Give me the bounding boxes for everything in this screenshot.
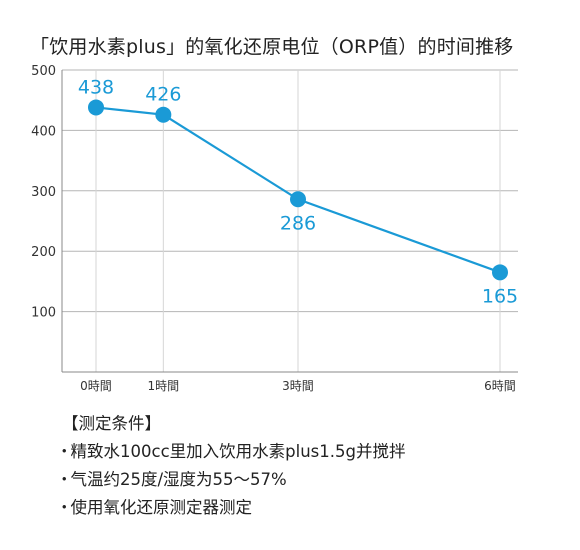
data-point <box>290 191 306 208</box>
y-tick-label: 300 <box>31 185 56 200</box>
y-tick-label: 500 <box>31 64 56 79</box>
conditions-heading: 【测定条件】 <box>62 414 161 433</box>
data-point <box>155 106 172 123</box>
condition-item: 气温约25度/湿度为55～57% <box>62 466 405 494</box>
series-line <box>95 106 501 274</box>
condition-item: 使用氧化还原测定器测定 <box>62 494 405 522</box>
x-tick-label: 0時間 <box>80 379 112 393</box>
y-tick-label: 400 <box>31 124 56 139</box>
data-label: 165 <box>482 285 518 307</box>
condition-item: 精致水100cc里加入饮用水素plus1.5g并搅拌 <box>62 438 406 466</box>
orp-line-chart: 100 200 300 400 500 0時間 1時間 3時間 6時間 438 426 286 165 <box>31 64 518 393</box>
data-label: 426 <box>145 84 181 106</box>
data-label: 438 <box>78 76 114 98</box>
x-tick-label: 6時間 <box>484 379 516 393</box>
data-label: 286 <box>280 212 316 234</box>
y-tick-label: 100 <box>31 306 56 321</box>
chart-title: 「饮用水素plus」的氧化还原电位（ORP值）的时间推移 <box>30 36 514 58</box>
x-tick-label: 3時間 <box>282 379 314 393</box>
measurement-conditions: 【测定条件】 精致水100cc里加入饮用水素plus1.5g并搅拌 气温约25度… <box>62 410 405 522</box>
data-point <box>88 99 104 116</box>
y-tick-label: 200 <box>31 245 56 260</box>
x-tick-label: 1時間 <box>148 379 180 393</box>
data-point <box>492 264 508 281</box>
